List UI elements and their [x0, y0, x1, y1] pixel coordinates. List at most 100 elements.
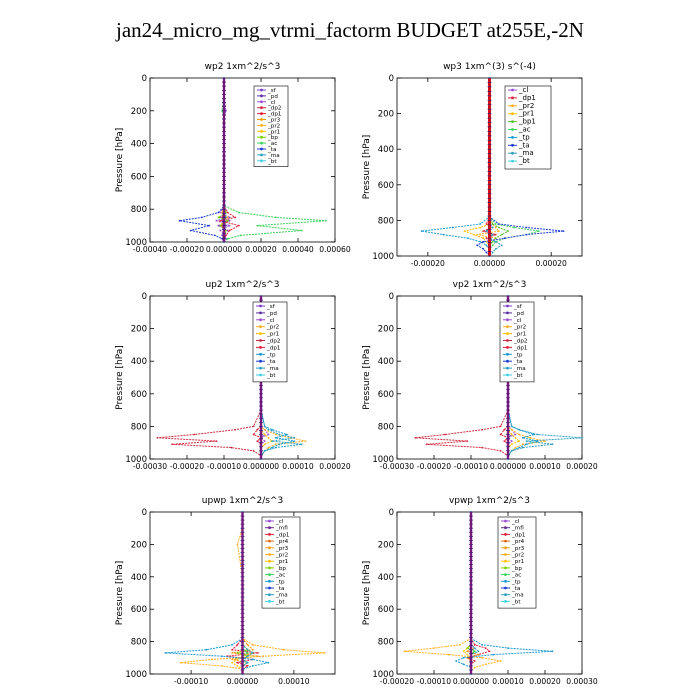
data-point-dp1 — [473, 643, 476, 646]
legend-marker — [268, 579, 271, 583]
data-point-cl — [228, 224, 231, 227]
x-tick-label: 0.00020 — [566, 462, 598, 471]
data-point-dp1 — [485, 223, 488, 225]
data-point-pr2 — [274, 433, 277, 436]
legend-label: _pr2 — [275, 553, 288, 559]
data-point-dp2 — [466, 440, 469, 442]
legend-marker — [504, 546, 507, 550]
chart-vp2: vp2 1xm^2/s^3 Pressure [hPa] 0 200 400 600 800… — [362, 280, 598, 471]
legend-box — [504, 85, 552, 170]
legend-label: _dp1 — [275, 532, 290, 538]
data-point-dp2 — [234, 428, 237, 431]
data-point-dp2 — [499, 425, 502, 428]
data-point-pr2 — [251, 643, 254, 646]
legend-marker — [506, 318, 509, 322]
plot-frame — [396, 511, 583, 675]
data-point-pr1 — [485, 240, 488, 243]
data-point-pr2 — [521, 443, 524, 446]
series-line-tp — [260, 296, 295, 459]
legend-label: _sf — [513, 304, 523, 310]
series-line-ta — [476, 78, 564, 257]
data-point-bp — [226, 219, 229, 222]
x-tick-label: 0.00010 — [278, 677, 310, 686]
plot-frame — [149, 295, 336, 460]
data-point-dp2 — [481, 446, 483, 449]
legend-label: _tp — [518, 133, 530, 141]
y-tick-label: 800 — [378, 216, 394, 226]
data-point-ta — [208, 224, 211, 227]
legend-label: _cl — [513, 318, 522, 324]
data-point-dp2 — [230, 446, 233, 449]
data-point-tp — [251, 665, 254, 667]
data-point-pr2 — [544, 440, 546, 442]
data-point-dp1 — [236, 643, 239, 646]
data-point-dp1 — [234, 216, 237, 219]
data-point-pr1 — [482, 237, 485, 240]
legend-marker — [506, 373, 509, 377]
data-point-dp1 — [246, 665, 249, 667]
data-point-pr2 — [179, 661, 182, 664]
data-point-bp — [236, 652, 239, 654]
legend-label: _bt — [275, 599, 285, 605]
legend-marker — [504, 600, 507, 603]
x-tick-label: -0.00030 — [380, 462, 414, 471]
legend-label: _pr3 — [275, 546, 289, 552]
data-point-ma — [491, 233, 494, 236]
data-point-tp — [164, 652, 167, 654]
data-point-pr2 — [499, 660, 502, 662]
legend-label: _pr1 — [275, 559, 289, 565]
x-tick-label: -0.00040 — [133, 245, 167, 254]
plot-frame — [149, 77, 336, 243]
data-point-tp — [420, 230, 423, 233]
data-point-ta — [525, 226, 528, 229]
legend-label: _ta — [267, 147, 276, 153]
legend-marker — [504, 553, 507, 556]
legend-marker — [260, 159, 263, 163]
legend-label: _bt — [513, 373, 523, 379]
data-point-bp1 — [491, 223, 494, 225]
y-tick-label: 600 — [131, 172, 147, 182]
data-point-ma — [500, 244, 503, 247]
legend-box — [252, 301, 288, 383]
zero-profile-markers — [469, 511, 473, 675]
data-point-tp — [251, 658, 254, 661]
data-point-dp2 — [193, 433, 196, 436]
legend-marker — [506, 366, 509, 370]
data-point-dp1 — [256, 440, 259, 442]
legend-label: _dp1 — [518, 94, 536, 102]
legend-label: _tp — [266, 352, 276, 358]
data-point-pr1 — [263, 433, 266, 436]
x-tick-label: 0.000000 — [453, 677, 489, 686]
data-point-pr1 — [510, 433, 513, 436]
legend-label: _ma — [511, 593, 524, 599]
legend-label: _cl — [266, 318, 275, 324]
data-point-pr3 — [477, 653, 480, 656]
data-point-dp2 — [499, 450, 502, 452]
chart-wp2: wp2 1xm^2/s^3 Pressure [hPa] 0 200 400 600 800… — [115, 62, 351, 254]
series-line-dp2 — [157, 296, 262, 459]
legend-label: _dp1 — [513, 345, 528, 351]
y-tick-label: 1000 — [125, 670, 147, 680]
data-point-cl — [263, 440, 266, 442]
data-point-ma — [491, 226, 494, 229]
data-point-ma — [536, 433, 539, 436]
data-point-pr3 — [251, 648, 254, 651]
y-tick-label: 800 — [378, 638, 394, 648]
data-point-dp1 — [252, 433, 255, 436]
legend-marker — [260, 94, 263, 98]
data-point-cl — [228, 216, 231, 219]
data-point-sf — [225, 237, 227, 240]
data-point-dp1 — [488, 650, 491, 653]
data-point-ta — [497, 223, 500, 225]
legend: _cl_mfl_dp1_pr4_pr3_pr2_pr1_bp_ac_tp_ta_… — [497, 516, 537, 609]
data-point-ac — [274, 216, 277, 219]
zero-profile-markers — [487, 77, 492, 257]
data-point-dp1 — [228, 229, 231, 232]
data-point-ma — [525, 440, 528, 442]
legend-marker — [259, 366, 262, 370]
data-point-ta — [485, 251, 488, 254]
legend-marker — [511, 159, 514, 163]
data-point-pr3 — [231, 658, 234, 661]
data-point-pr2 — [267, 446, 270, 449]
